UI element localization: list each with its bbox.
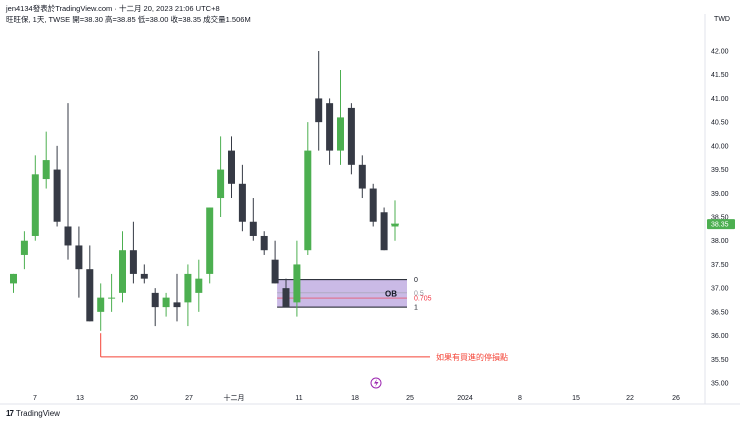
candle-body[interactable] (108, 297, 116, 299)
fib-level-label: 0.705 (414, 296, 432, 303)
last-price-tag (707, 219, 735, 230)
order-block-label: OB (385, 289, 397, 298)
x-tick-label: 2024 (457, 395, 473, 402)
candle-body[interactable] (20, 240, 28, 255)
candle-body[interactable] (337, 117, 344, 151)
candle-body[interactable] (304, 150, 312, 251)
y-tick-label: 42.00 (711, 49, 729, 56)
candle-body[interactable] (75, 245, 83, 270)
candle-body[interactable] (10, 273, 17, 284)
candle-body[interactable] (260, 235, 268, 251)
fib-level-label: 1 (414, 305, 418, 312)
x-tick-label: 十二月 (224, 393, 245, 402)
fib-level-label: 0 (414, 277, 418, 284)
candle-body[interactable] (326, 103, 334, 151)
candle-body[interactable] (369, 188, 377, 222)
y-tick-label: 36.50 (711, 309, 729, 316)
publisher-credit: jen4134發表於TradingView.com · 十二月 20, 2023… (6, 4, 220, 13)
currency-label: TWD (714, 16, 730, 23)
candle-body[interactable] (86, 269, 94, 322)
candle-body[interactable] (238, 183, 246, 222)
x-tick-label: 25 (406, 395, 414, 402)
candle-body[interactable] (119, 250, 126, 293)
candle-body[interactable] (315, 98, 323, 123)
x-tick-label: 11 (295, 395, 302, 402)
y-tick-label: 40.50 (711, 120, 729, 127)
y-tick-label: 39.00 (711, 191, 729, 198)
candle-body[interactable] (140, 273, 148, 279)
y-tick-label: 41.50 (711, 72, 729, 79)
lightning-glyph (374, 379, 379, 387)
x-tick-label: 8 (518, 395, 522, 402)
candle-body[interactable] (173, 302, 181, 308)
candle-body[interactable] (64, 226, 72, 246)
candle-body[interactable] (162, 297, 170, 308)
candle-body[interactable] (195, 278, 203, 293)
candle-body[interactable] (293, 264, 301, 303)
candle-body[interactable] (42, 160, 50, 180)
y-tick-label: 38.00 (711, 238, 729, 245)
chart-header: jen4134發表於TradingView.com · 十二月 20, 2023… (6, 3, 251, 25)
candle-body[interactable] (97, 297, 105, 312)
candle-body[interactable] (206, 207, 214, 274)
candle-body[interactable] (347, 107, 355, 165)
last-price-label: 38.35 (711, 222, 729, 229)
stop-loss-label: 如果有買進的停損點 (436, 352, 508, 362)
candle-body[interactable] (53, 169, 61, 222)
tradingview-logo: 17 TradingView (6, 409, 60, 418)
candle-body[interactable] (380, 212, 388, 251)
y-tick-label: 38.50 (711, 215, 729, 222)
tradingview-logo-mark: 17 (6, 409, 14, 418)
candle-body[interactable] (282, 288, 290, 308)
y-tick-label: 35.00 (711, 381, 729, 388)
candle-body[interactable] (31, 174, 39, 236)
x-tick-label: 26 (672, 395, 680, 402)
x-tick-label: 7 (33, 395, 37, 402)
x-tick-label: 20 (130, 395, 138, 402)
candle-body[interactable] (129, 250, 137, 274)
candle-body[interactable] (358, 164, 366, 189)
y-tick-label: 41.00 (711, 96, 729, 103)
tradingview-logo-text: TradingView (15, 409, 60, 418)
candle-body[interactable] (391, 224, 399, 227)
x-tick-label: 18 (351, 395, 359, 402)
x-tick-label: 13 (76, 395, 84, 402)
y-tick-label: 37.50 (711, 262, 729, 269)
candle-body[interactable] (249, 221, 257, 236)
candle-body[interactable] (151, 292, 159, 308)
y-tick-label: 36.00 (711, 333, 729, 340)
candle-body[interactable] (217, 169, 225, 199)
candle-body[interactable] (184, 273, 192, 303)
fib-level-label: 0.5 (414, 290, 424, 297)
candle-body[interactable] (228, 150, 235, 184)
candle-body[interactable] (271, 259, 279, 284)
y-tick-label: 40.00 (711, 143, 729, 150)
y-tick-label: 35.50 (711, 357, 729, 364)
x-tick-label: 22 (626, 395, 634, 402)
x-tick-label: 27 (185, 395, 193, 402)
symbol-ohlc-info: 旺旺保, 1天, TWSE 開=38.30 高=38.85 低=38.00 收=… (6, 15, 251, 24)
y-tick-label: 37.00 (711, 286, 729, 293)
y-tick-label: 39.50 (711, 167, 729, 174)
x-tick-label: 15 (572, 395, 580, 402)
